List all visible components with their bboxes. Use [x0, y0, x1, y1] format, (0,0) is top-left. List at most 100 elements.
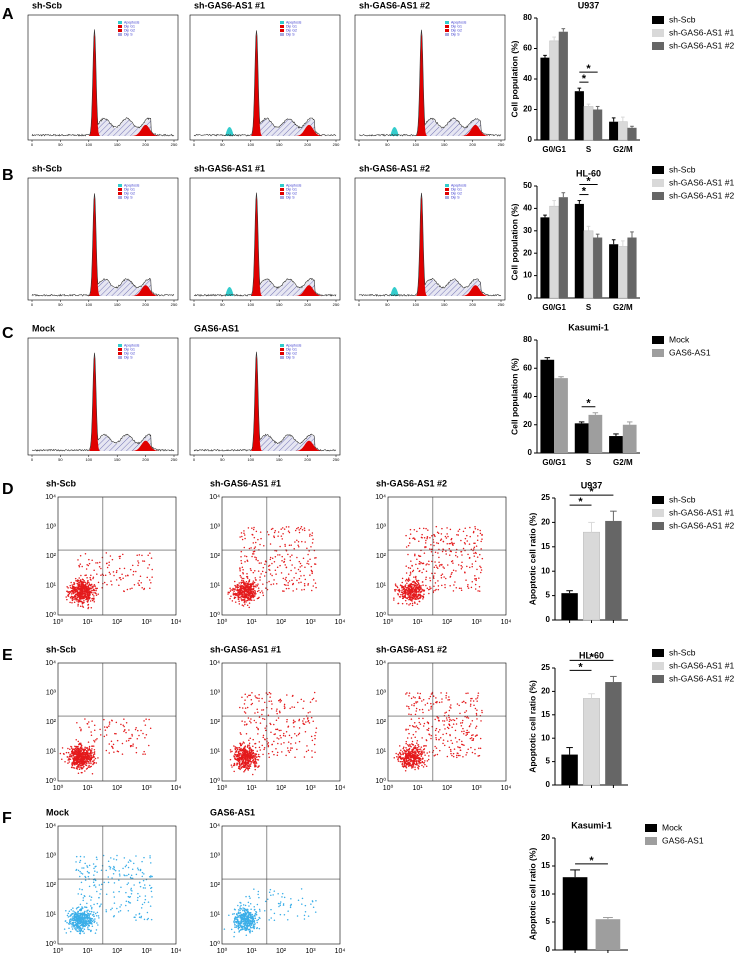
event-dot: [246, 746, 249, 748]
event-dot: [419, 692, 422, 695]
hist-x-tick-label: 0: [358, 302, 361, 307]
event-dot: [242, 761, 245, 763]
event-dot: [423, 552, 426, 554]
event-dot: [477, 755, 479, 757]
event-dot: [85, 906, 87, 909]
event-dot: [108, 752, 111, 754]
flow-y-tick-label: 10³: [46, 523, 57, 530]
event-dot: [415, 702, 417, 704]
event-dot: [415, 578, 417, 580]
event-dot: [79, 926, 81, 929]
event-dot: [95, 587, 97, 589]
hist-x-tick-label: 50: [220, 457, 225, 462]
flow-x-tick-label: 10⁴: [171, 785, 182, 792]
event-dot: [231, 589, 234, 591]
event-dot: [273, 753, 275, 756]
event-dot: [247, 762, 250, 765]
event-dot: [79, 743, 81, 745]
event-dot: [444, 712, 446, 714]
event-dot: [69, 748, 71, 751]
event-dot: [84, 718, 86, 720]
event-dot: [426, 729, 428, 731]
event-dot: [465, 702, 467, 704]
event-dot: [411, 598, 414, 600]
event-dot: [458, 746, 460, 749]
event-dot: [429, 579, 432, 582]
event-dot: [284, 735, 287, 737]
hist-legend-label: Dip S: [124, 355, 133, 359]
event-dot: [149, 855, 151, 857]
event-dot: [85, 753, 87, 756]
event-dot: [250, 762, 252, 765]
event-dot: [244, 756, 247, 759]
event-dot: [81, 767, 84, 769]
event-dot: [263, 544, 265, 547]
event-dot: [431, 548, 433, 550]
event-dot: [97, 924, 99, 926]
event-dot: [90, 905, 92, 907]
event-dot: [120, 578, 122, 581]
event-dot: [85, 568, 88, 570]
event-dot: [108, 721, 111, 723]
event-dot: [87, 753, 89, 756]
event-dot: [401, 753, 404, 755]
event-dot: [417, 744, 420, 746]
event-dot: [287, 530, 290, 532]
event-dot: [414, 766, 416, 768]
event-dot: [244, 582, 247, 584]
event-dot: [251, 702, 254, 705]
event-dot: [77, 593, 79, 595]
event-dot: [421, 761, 423, 764]
event-dot: [251, 593, 254, 595]
event-dot: [96, 562, 99, 564]
event-dot: [414, 751, 417, 753]
event-dot: [88, 726, 90, 728]
event-dot: [255, 762, 258, 764]
event-dot: [93, 749, 96, 751]
event-dot: [287, 553, 289, 556]
flow-x-tick-label: 10⁴: [335, 619, 346, 626]
event-dot: [75, 929, 77, 931]
event-dot: [419, 757, 422, 760]
event-dot: [236, 748, 239, 751]
event-dot: [144, 895, 147, 897]
event-dot: [294, 541, 296, 543]
event-dot: [459, 749, 462, 751]
event-dot: [151, 576, 153, 578]
event-dot: [81, 605, 84, 607]
event-dot: [130, 874, 133, 877]
event-dot: [283, 705, 286, 707]
event-dot: [106, 583, 108, 586]
event-dot: [264, 738, 266, 740]
event-dot: [100, 888, 102, 891]
event-dot: [464, 571, 466, 573]
hist-outline: [193, 192, 337, 297]
event-dot: [420, 590, 422, 593]
event-dot: [256, 590, 259, 593]
event-dot: [94, 585, 96, 587]
event-dot: [130, 893, 133, 895]
event-dot: [91, 720, 93, 722]
hist-legend-label: Dip S: [451, 195, 460, 199]
event-dot: [71, 916, 74, 918]
event-dot: [462, 547, 465, 550]
event-dot: [304, 566, 306, 569]
event-dot: [123, 730, 125, 733]
event-dot: [144, 753, 146, 755]
event-dot: [237, 596, 240, 598]
event-dot: [108, 865, 111, 868]
event-dot: [315, 556, 317, 559]
event-dot: [265, 729, 267, 732]
event-dot: [69, 922, 72, 925]
event-dot: [469, 535, 471, 538]
event-dot: [411, 591, 414, 593]
event-dot: [280, 700, 283, 702]
event-dot: [461, 740, 463, 743]
event-dot: [287, 750, 290, 752]
event-dot: [247, 755, 249, 758]
event-dot: [246, 751, 248, 754]
event-dot: [83, 748, 85, 751]
event-dot: [136, 899, 139, 901]
event-dot: [89, 600, 92, 602]
event-dot: [244, 555, 246, 557]
